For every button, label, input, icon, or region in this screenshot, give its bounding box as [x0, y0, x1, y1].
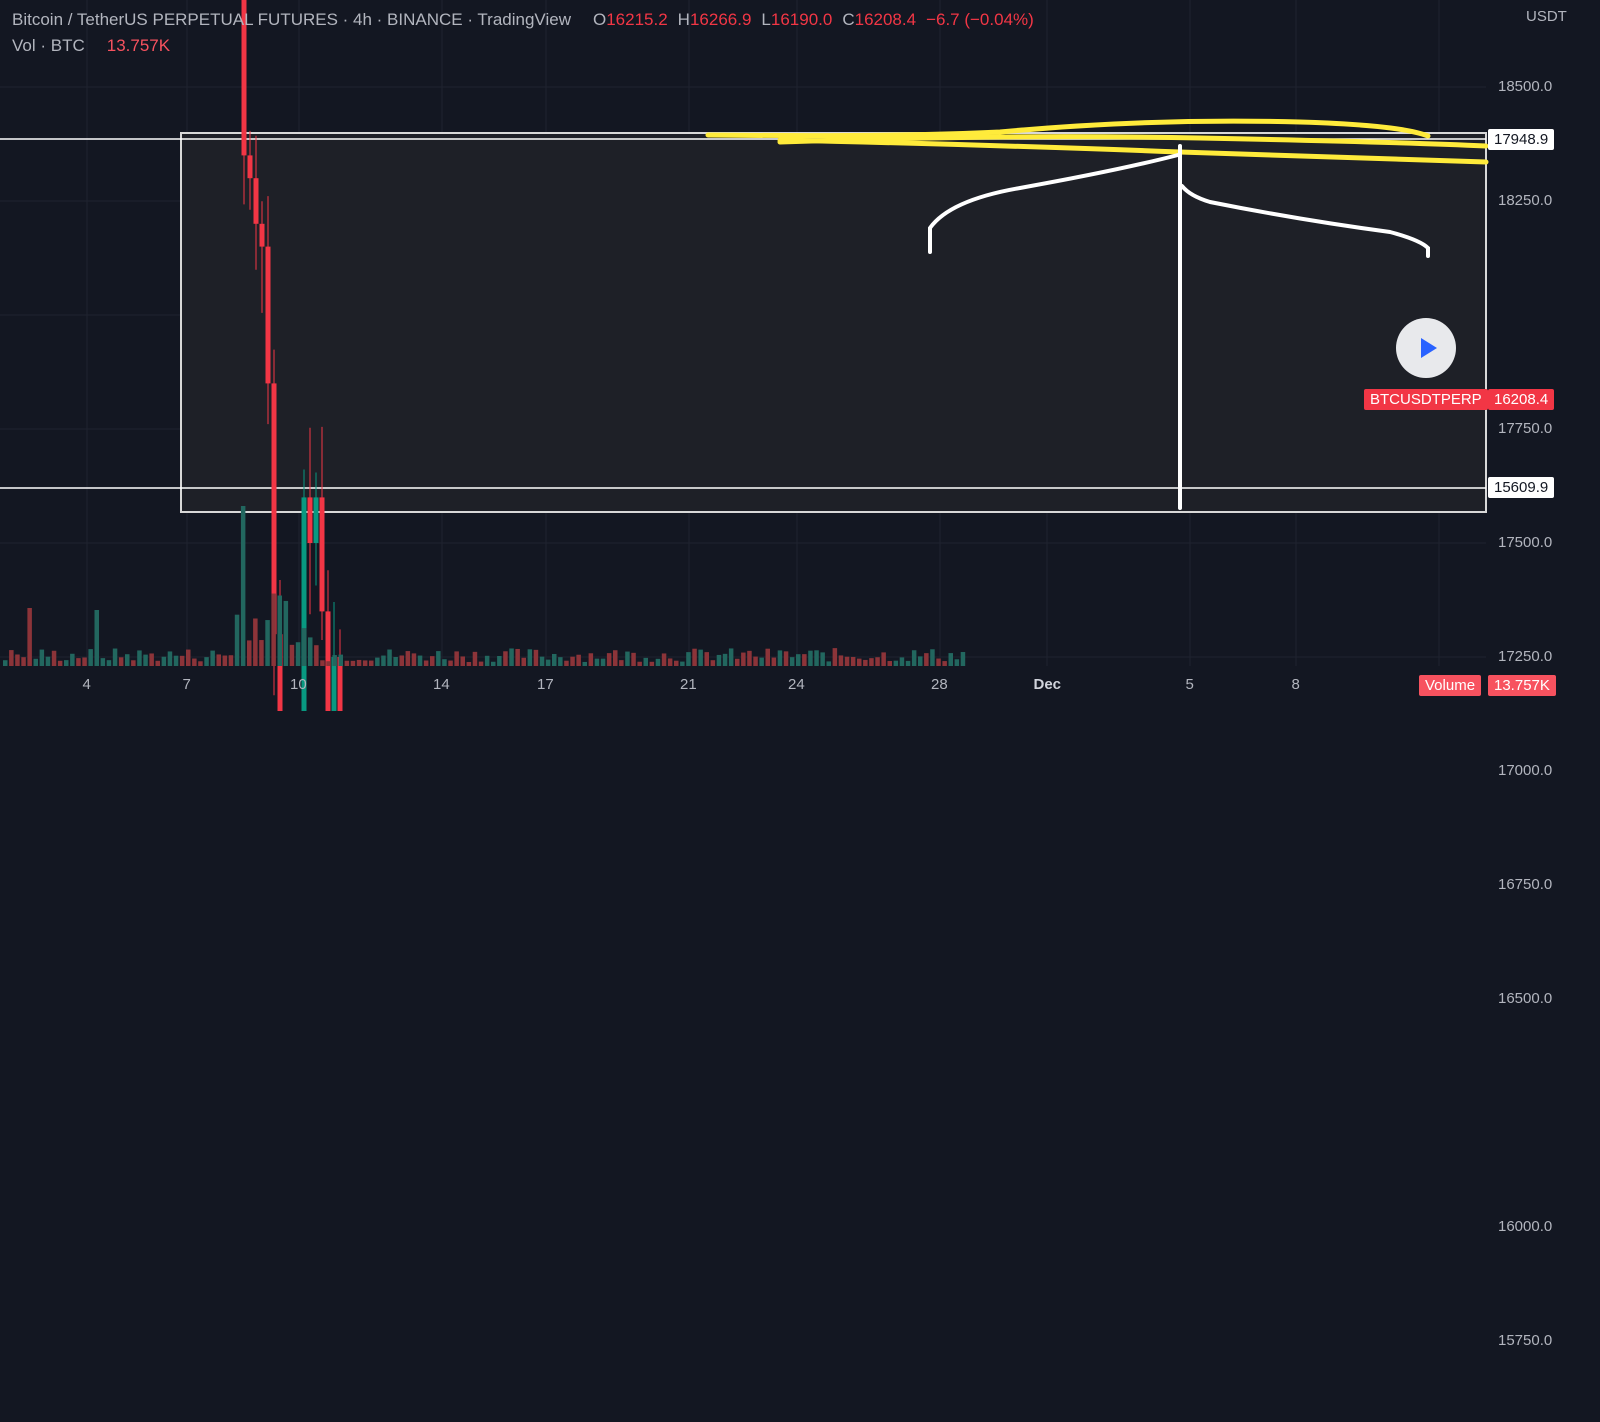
currency-label: USDT	[1526, 8, 1567, 25]
low-value: 16190.0	[770, 10, 833, 29]
price-tick: 17750.0	[1498, 420, 1553, 437]
low-label: L	[761, 10, 771, 29]
price-tick: 16500.0	[1498, 990, 1553, 1007]
price-tick: 18500.0	[1498, 78, 1553, 95]
play-icon	[1420, 338, 1437, 358]
change-value: −6.7 (−0.04%)	[926, 10, 1034, 29]
close-value: 16208.4	[854, 10, 917, 29]
volume-name-tag: Volume	[1419, 675, 1482, 696]
upper-line-price-tag: 17948.9	[1488, 129, 1555, 150]
time-tick: Dec	[1033, 676, 1062, 693]
symbol-tag: BTCUSDTPERP	[1364, 389, 1488, 410]
price-tick: 17000.0	[1498, 762, 1553, 779]
time-tick: 10	[290, 676, 307, 693]
price-tick: 16000.0	[1498, 1218, 1553, 1235]
price-tick: 16750.0	[1498, 876, 1553, 893]
price-tick: 15750.0	[1498, 1332, 1553, 1349]
chart-legend: Bitcoin / TetherUS PERPETUAL FUTURES · 4…	[12, 10, 1034, 62]
time-tick: 14	[433, 676, 450, 693]
volume-legend-label: Vol · BTC	[12, 36, 85, 55]
open-value: 16215.2	[606, 10, 668, 29]
time-tick: 17	[537, 676, 554, 693]
price-tick: 17250.0	[1498, 648, 1553, 665]
lower-line-price-tag: 15609.9	[1488, 477, 1555, 498]
time-tick: 21	[680, 676, 697, 693]
chart-canvas[interactable]	[0, 0, 1600, 711]
close-label: C	[842, 10, 855, 29]
high-label: H	[677, 10, 690, 29]
time-tick: 8	[1291, 676, 1300, 693]
symbol-title: Bitcoin / TetherUS PERPETUAL FUTURES · 4…	[12, 10, 571, 29]
high-value: 16266.9	[689, 10, 752, 29]
yellow-freehand-drawing	[705, 118, 1431, 139]
volume-legend-value: 13.757K	[106, 36, 171, 55]
open-label: O	[592, 10, 607, 29]
volume-value-tag: 13.757K	[1488, 675, 1556, 696]
time-tick: 4	[82, 676, 91, 693]
last-price-tag: 16208.4	[1488, 389, 1555, 410]
time-tick: 24	[788, 676, 805, 693]
price-tick: 18250.0	[1498, 192, 1553, 209]
price-tick: 17500.0	[1498, 534, 1553, 551]
play-replay-button[interactable]	[1396, 318, 1456, 378]
time-tick: 5	[1185, 676, 1194, 693]
range-box-drawing	[180, 132, 1487, 513]
ohlc-values: O16215.2 H16266.9 L16190.0 C16208.4 −6.7…	[593, 10, 1034, 30]
time-tick: 28	[931, 676, 948, 693]
time-tick: 7	[182, 676, 191, 693]
